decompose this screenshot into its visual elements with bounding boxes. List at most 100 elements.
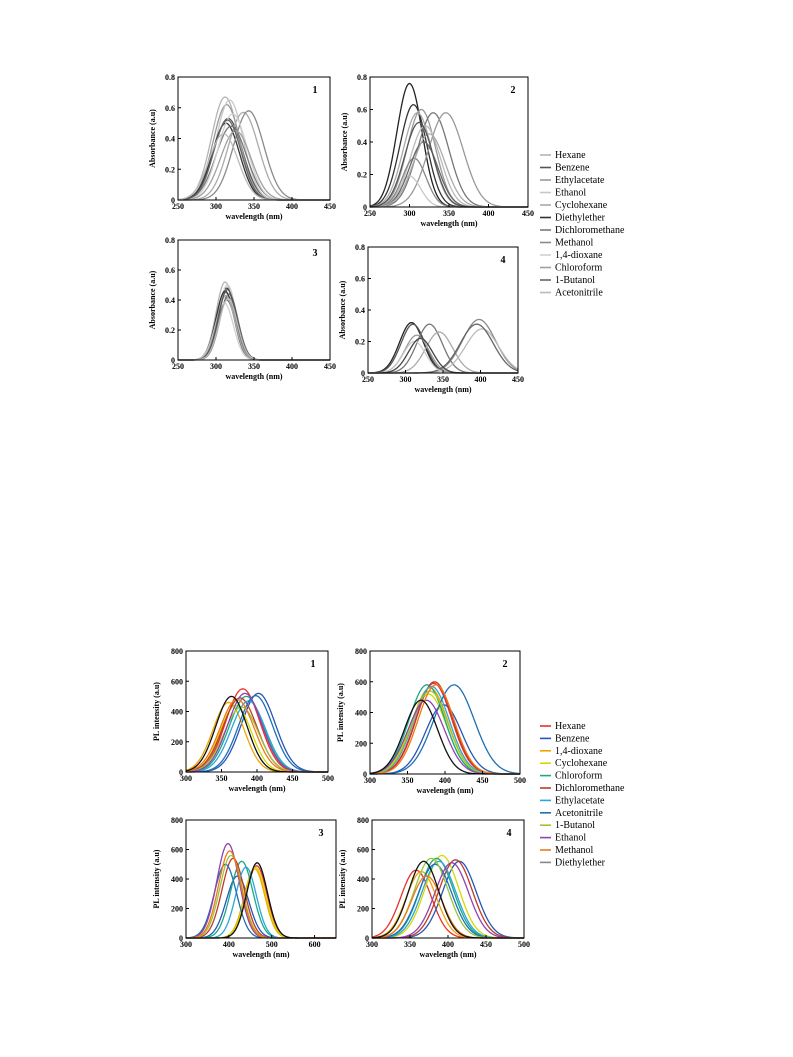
legend-entry: 1-Butanol [540,275,595,286]
x-tick-label: 300 [404,209,416,218]
y-axis-label: PL intensity (a.u) [152,682,161,741]
legend-entry: 1,4-dioxane [540,250,603,261]
y-tick-label: 0 [171,356,175,365]
y-tick-label: 400 [171,708,183,717]
y-tick-label: 200 [171,738,183,747]
legend-label: Benzene [555,163,590,174]
legend-label: Hexane [555,150,586,161]
series-line [371,875,524,939]
x-tick-label: 400 [439,776,451,785]
y-tick-label: 0.8 [165,73,175,82]
legend-entry: Chloroform [540,263,602,274]
series-line [371,869,524,939]
x-tick-label: 500 [266,940,278,949]
y-axis-label: Absorbance (a.u) [340,112,349,171]
x-axis-label: wavelength (nm) [225,372,282,381]
x-tick-label: 350 [216,774,228,783]
y-tick-label: 200 [171,905,183,914]
x-tick-label: 350 [248,362,260,371]
x-tick-label: 450 [480,940,492,949]
x-tick-label: 250 [172,202,184,211]
chart-panel-pl-2: 300 350 400 450 500 0 200 400 600 800 wavelength (… [336,647,526,795]
series-line [178,294,330,361]
x-axis-label: wavelength (nm) [420,219,477,228]
y-tick-label: 0.4 [165,296,175,305]
series-line [178,299,330,361]
y-tick-label: 0.2 [357,171,367,180]
chart-panel-abs-2: 250 300 350 400 450 0 0.2 0.4 0.6 0.8 wavelength (… [340,73,534,228]
series-line [178,287,330,361]
legend-label: Benzene [555,733,590,744]
series-line [178,291,330,361]
y-tick-label: 800 [355,647,367,656]
legend-label: Cyclohexane [555,200,608,211]
legend-entry: Benzene [540,733,590,744]
y-tick-label: 0 [363,770,367,779]
y-tick-label: 0 [361,369,365,378]
series-line [178,296,330,361]
x-tick-label: 450 [522,209,534,218]
series-line [185,850,336,939]
y-tick-label: 800 [171,647,183,656]
x-tick-label: 350 [404,940,416,949]
y-tick-label: 0 [363,203,367,212]
x-axis-label: wavelength (nm) [414,385,471,394]
y-tick-label: 0 [179,934,183,943]
x-tick-label: 350 [443,209,455,218]
series-line [178,290,330,361]
chart-panel-abs-1: 250 300 350 400 450 0 0.2 0.4 0.6 0.8 wavelength (… [148,73,336,221]
y-tick-label: 0.2 [165,326,175,335]
legend-label: Diethylether [555,857,606,868]
x-tick-label: 450 [324,202,336,211]
x-tick-label: 450 [477,776,489,785]
legend-entry: Methanol [540,238,594,249]
plot-frame [371,819,525,939]
y-tick-label: 0.4 [357,138,367,147]
series-line [178,284,330,361]
legend-entry: Dichloromethane [540,783,625,794]
x-tick-label: 300 [180,940,192,949]
series-line [370,684,521,775]
legend-label: Acetonitrile [555,288,603,299]
x-tick-label: 400 [251,774,263,783]
x-tick-label: 400 [475,375,487,384]
series-line [186,692,328,773]
legend-label: Ethanol [555,188,586,199]
y-tick-label: 0.4 [165,135,175,144]
legend-label: Diethylether [555,213,606,224]
legend-label: 1-Butanol [555,275,595,286]
chart-panel-abs-3: 250 300 350 400 450 0 0.2 0.4 0.6 0.8 wavelength (… [148,236,336,381]
legend-label: Dichloromethane [555,783,625,794]
x-tick-label: 450 [324,362,336,371]
legend-label: Methanol [555,238,594,249]
legend-entry: Ethanol [540,833,586,844]
plot-frame [369,76,529,208]
x-tick-label: 350 [248,202,260,211]
legend-entry: 1,4-dioxane [540,746,603,757]
y-tick-label: 0.6 [165,266,175,275]
legend-label: 1-Butanol [555,820,595,831]
y-tick-label: 0 [365,934,369,943]
legend-entry: Acetonitrile [540,288,603,299]
x-tick-label: 500 [518,940,530,949]
chart-panel-abs-4: 250 300 350 400 450 0 0.2 0.4 0.6 0.8 wavelength (… [338,243,524,394]
y-tick-label: 0.4 [355,306,365,315]
legend-entry: Ethanol [540,188,586,199]
y-axis-label: PL intensity (a.u) [152,849,161,908]
y-axis-label: Absorbance (a.u) [148,109,157,168]
x-tick-label: 450 [512,375,524,384]
y-tick-label: 800 [357,816,369,825]
y-tick-label: 0.6 [357,106,367,115]
y-tick-label: 0.2 [165,165,175,174]
legend-label: Chloroform [555,771,602,782]
x-tick-label: 250 [362,375,374,384]
legend-entry: Hexane [540,721,586,732]
legend-entry: Acetonitrile [540,808,603,819]
y-tick-label: 400 [171,875,183,884]
x-axis-label: wavelength (nm) [225,212,282,221]
y-tick-label: 0.8 [165,236,175,245]
x-tick-label: 300 [364,776,376,785]
